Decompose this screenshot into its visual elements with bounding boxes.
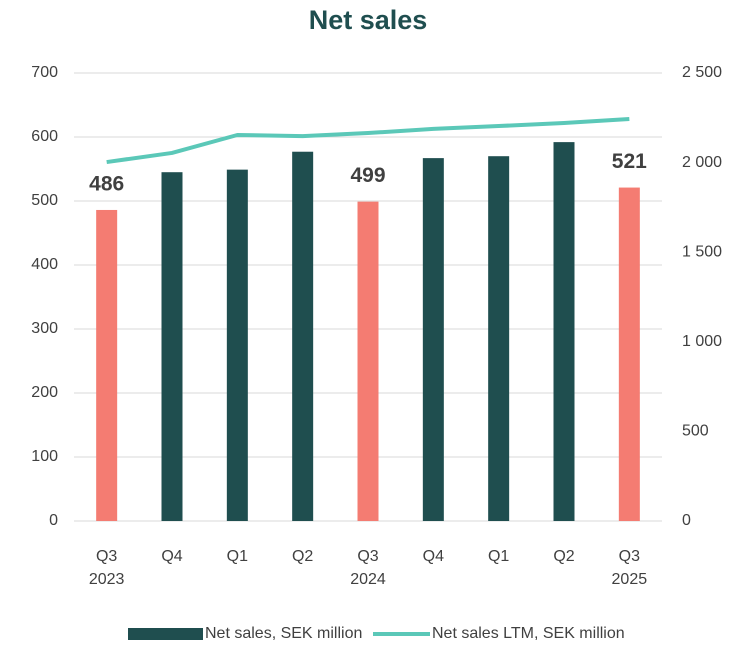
data-label: 499 [350, 164, 385, 187]
x-tick-label: Q3 [357, 548, 378, 565]
y2-tick-label: 2 000 [682, 154, 722, 171]
bar [161, 172, 183, 521]
x-tick-label: Q1 [227, 548, 248, 565]
bar [357, 201, 379, 521]
y2-tick-label: 1 000 [682, 333, 722, 350]
bar [618, 187, 640, 521]
bar [422, 158, 444, 521]
x-tick-label: Q4 [161, 548, 182, 565]
bar [488, 156, 510, 521]
y2-tick-label: 500 [682, 423, 709, 440]
x-tick-label: Q3 [96, 548, 117, 565]
x-tick-label: Q1 [488, 548, 509, 565]
x-tick-label: Q3 [619, 548, 640, 565]
y-tick-label: 500 [31, 192, 58, 209]
bar [292, 151, 314, 521]
x-tick-label: 2023 [89, 571, 125, 588]
bar [96, 209, 118, 521]
y-tick-label: 700 [31, 64, 58, 81]
y2-tick-label: 0 [682, 512, 691, 529]
line [106, 117, 630, 165]
chart-title: Net sales [309, 5, 428, 35]
y-tick-label: 600 [31, 128, 58, 145]
data-label: 521 [612, 150, 647, 173]
bar [553, 142, 575, 521]
x-tick-label: Q2 [292, 548, 313, 565]
x-tick-label: 2025 [612, 571, 648, 588]
y-tick-label: 200 [31, 384, 58, 401]
x-tick-label: 2024 [350, 571, 386, 588]
data-label: 486 [89, 173, 124, 196]
y-tick-label: 100 [31, 448, 58, 465]
x-tick-label: Q2 [553, 548, 574, 565]
legend-swatch [128, 628, 203, 640]
y-tick-label: 400 [31, 256, 58, 273]
legend-label: Net sales, SEK million [205, 625, 362, 642]
y2-tick-label: 2 500 [682, 64, 722, 81]
bar [226, 169, 248, 521]
y2-tick-label: 1 500 [682, 243, 722, 260]
x-tick-label: Q4 [423, 548, 444, 565]
legend-label: Net sales LTM, SEK million [432, 625, 625, 642]
y-tick-label: 300 [31, 320, 58, 337]
y-tick-label: 0 [49, 512, 58, 529]
